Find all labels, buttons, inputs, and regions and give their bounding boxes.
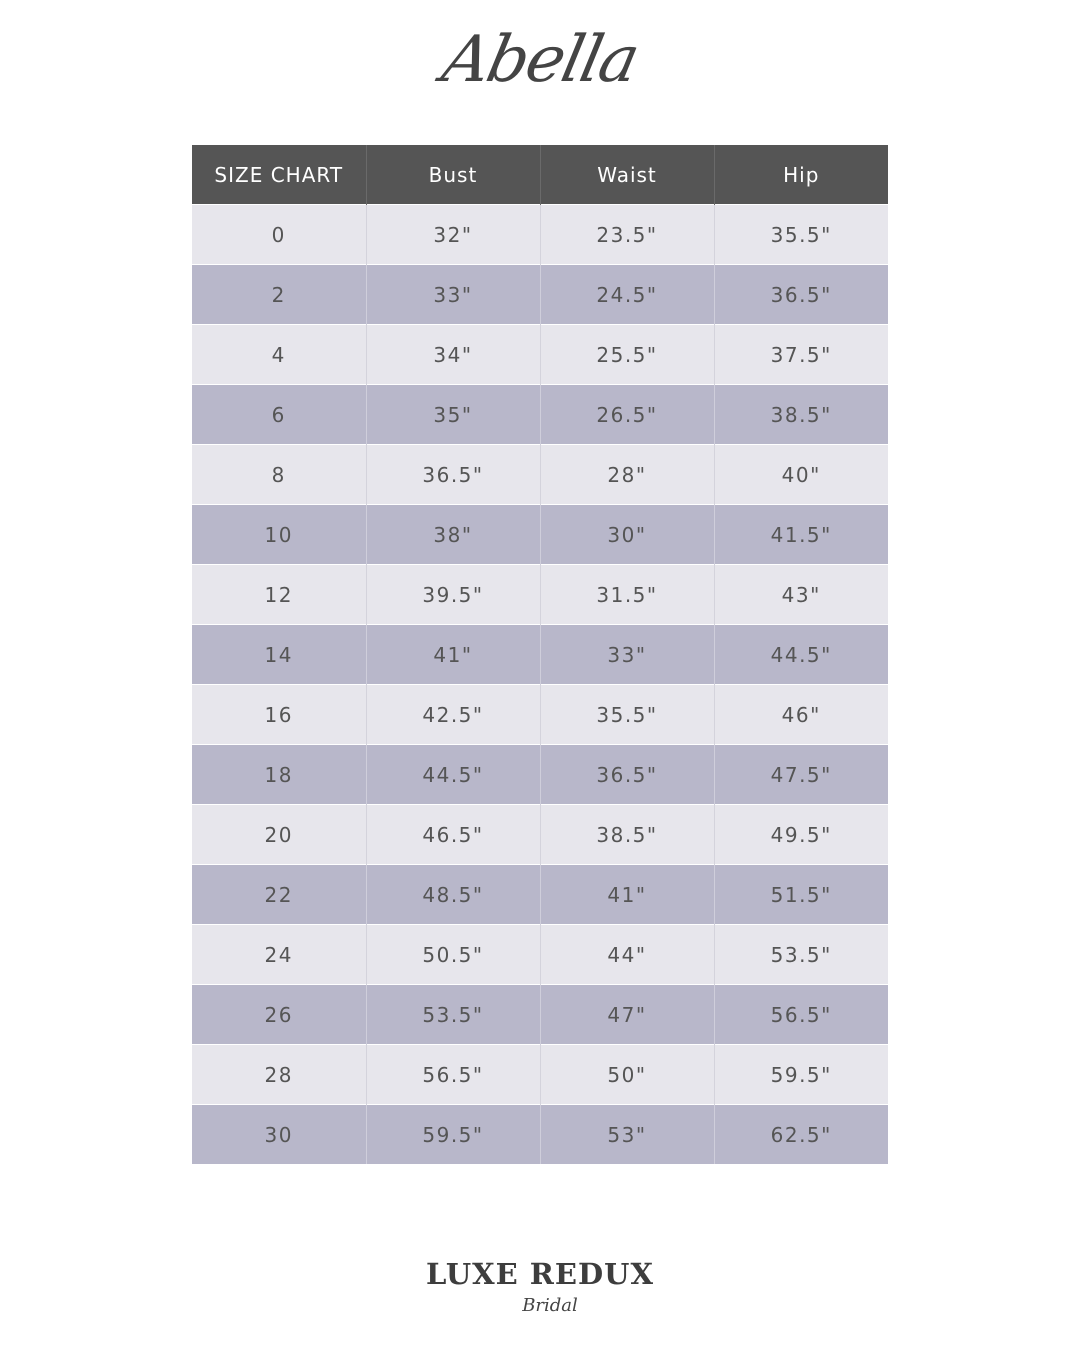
cell-hip: 44.5" xyxy=(713,624,888,685)
cell-size: 8 xyxy=(192,444,366,505)
table-body: 0 32" 23.5" 35.5" 2 33" 24.5" 36.5" 4 34" 25.5" 37.… xyxy=(192,204,888,1164)
cell-size: 14 xyxy=(192,624,366,685)
cell-bust: 48.5" xyxy=(365,864,540,925)
cell-size: 0 xyxy=(192,204,366,265)
cell-waist: 50" xyxy=(539,1044,714,1105)
cell-bust: 34" xyxy=(365,324,540,385)
cell-waist: 38.5" xyxy=(539,804,714,865)
cell-hip: 35.5" xyxy=(713,204,888,265)
page-title: Abella xyxy=(436,23,644,97)
table-row: 12 39.5" 31.5" 43" xyxy=(192,564,888,625)
cell-waist: 47" xyxy=(539,984,714,1045)
header-bust: Bust xyxy=(365,145,540,205)
table-row: 24 50.5" 44" 53.5" xyxy=(192,924,888,985)
cell-size: 22 xyxy=(192,864,366,925)
table-row: 8 36.5" 28" 40" xyxy=(192,444,888,505)
cell-hip: 51.5" xyxy=(713,864,888,925)
cell-bust: 38" xyxy=(365,504,540,565)
table-row: 14 41" 33" 44.5" xyxy=(192,624,888,685)
cell-hip: 53.5" xyxy=(713,924,888,985)
cell-size: 12 xyxy=(192,564,366,625)
cell-hip: 56.5" xyxy=(713,984,888,1045)
cell-bust: 56.5" xyxy=(365,1044,540,1105)
table-header-row: SIZE CHART Bust Waist Hip xyxy=(192,145,888,205)
table-row: 26 53.5" 47" 56.5" xyxy=(192,984,888,1045)
cell-hip: 37.5" xyxy=(713,324,888,385)
table-row: 28 56.5" 50" 59.5" xyxy=(192,1044,888,1105)
cell-waist: 26.5" xyxy=(539,384,714,445)
cell-hip: 46" xyxy=(713,684,888,745)
cell-bust: 53.5" xyxy=(365,984,540,1045)
cell-waist: 41" xyxy=(539,864,714,925)
cell-bust: 44.5" xyxy=(365,744,540,805)
cell-waist: 24.5" xyxy=(539,264,714,325)
cell-bust: 50.5" xyxy=(365,924,540,985)
cell-bust: 59.5" xyxy=(365,1104,540,1164)
cell-size: 6 xyxy=(192,384,366,445)
cell-waist: 30" xyxy=(539,504,714,565)
table-row: 20 46.5" 38.5" 49.5" xyxy=(192,804,888,865)
table-row: 22 48.5" 41" 51.5" xyxy=(192,864,888,925)
cell-hip: 41.5" xyxy=(713,504,888,565)
cell-waist: 23.5" xyxy=(539,204,714,265)
cell-hip: 49.5" xyxy=(713,804,888,865)
cell-hip: 59.5" xyxy=(713,1044,888,1105)
logo-main-text: LUXE REDUX xyxy=(426,1257,654,1291)
table-row: 4 34" 25.5" 37.5" xyxy=(192,324,888,385)
cell-hip: 47.5" xyxy=(713,744,888,805)
table-row: 10 38" 30" 41.5" xyxy=(192,504,888,565)
cell-size: 30 xyxy=(192,1104,366,1164)
header-hip: Hip xyxy=(713,145,888,205)
cell-waist: 25.5" xyxy=(539,324,714,385)
cell-size: 24 xyxy=(192,924,366,985)
cell-size: 4 xyxy=(192,324,366,385)
cell-waist: 36.5" xyxy=(539,744,714,805)
size-chart-table: SIZE CHART Bust Waist Hip 0 32" 23.5" 35.5"… xyxy=(192,145,888,1164)
table-row: 16 42.5" 35.5" 46" xyxy=(192,684,888,745)
cell-size: 18 xyxy=(192,744,366,805)
cell-bust: 35" xyxy=(365,384,540,445)
cell-size: 28 xyxy=(192,1044,366,1105)
cell-size: 10 xyxy=(192,504,366,565)
cell-waist: 33" xyxy=(539,624,714,685)
table-row: 0 32" 23.5" 35.5" xyxy=(192,204,888,265)
cell-waist: 44" xyxy=(539,924,714,985)
cell-hip: 62.5" xyxy=(713,1104,888,1164)
cell-hip: 36.5" xyxy=(713,264,888,325)
cell-bust: 36.5" xyxy=(365,444,540,505)
cell-hip: 38.5" xyxy=(713,384,888,445)
cell-bust: 39.5" xyxy=(365,564,540,625)
header-waist: Waist xyxy=(539,145,714,205)
cell-bust: 32" xyxy=(365,204,540,265)
table-row: 6 35" 26.5" 38.5" xyxy=(192,384,888,445)
cell-bust: 33" xyxy=(365,264,540,325)
header-size: SIZE CHART xyxy=(192,145,366,205)
cell-waist: 53" xyxy=(539,1104,714,1164)
cell-hip: 43" xyxy=(713,564,888,625)
cell-bust: 46.5" xyxy=(365,804,540,865)
brand-logo: LUXE REDUX Bridal xyxy=(0,1256,1080,1318)
cell-size: 20 xyxy=(192,804,366,865)
cell-size: 16 xyxy=(192,684,366,745)
cell-waist: 31.5" xyxy=(539,564,714,625)
cell-bust: 41" xyxy=(365,624,540,685)
cell-waist: 35.5" xyxy=(539,684,714,745)
logo-sub-text: Bridal xyxy=(522,1295,578,1316)
cell-bust: 42.5" xyxy=(365,684,540,745)
cell-size: 2 xyxy=(192,264,366,325)
table-row: 30 59.5" 53" 62.5" xyxy=(192,1104,888,1164)
cell-size: 26 xyxy=(192,984,366,1045)
cell-waist: 28" xyxy=(539,444,714,505)
table-row: 2 33" 24.5" 36.5" xyxy=(192,264,888,325)
table-row: 18 44.5" 36.5" 47.5" xyxy=(192,744,888,805)
cell-hip: 40" xyxy=(713,444,888,505)
